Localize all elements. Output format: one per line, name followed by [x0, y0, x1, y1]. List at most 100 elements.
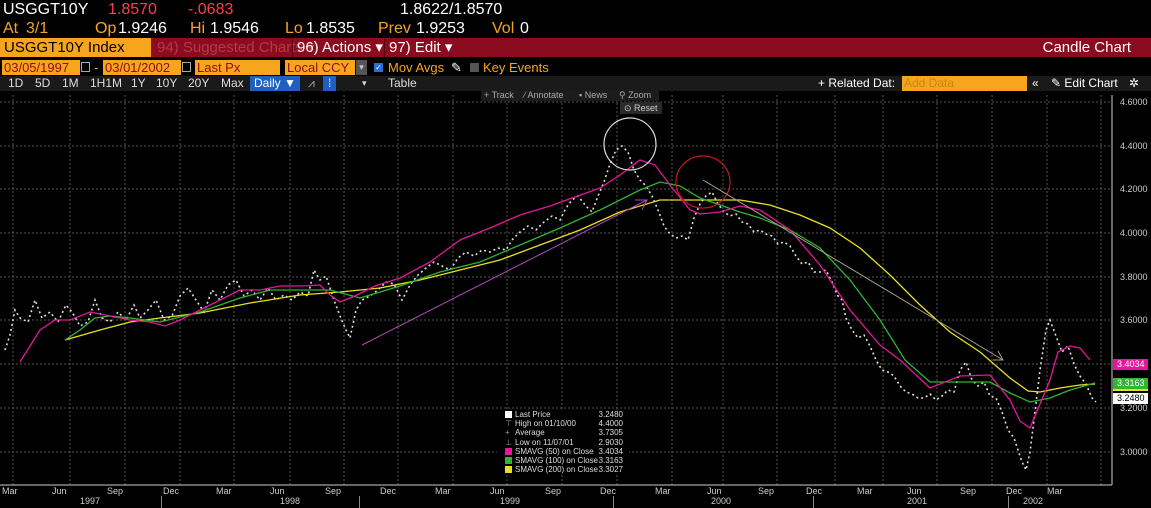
annotate-button[interactable]: ⁄ Annotate	[524, 90, 564, 100]
x-year: 1997	[80, 496, 101, 506]
x-tick: Mar	[216, 486, 232, 496]
annotation-circle-red	[675, 155, 731, 209]
range-20y[interactable]: 20Y	[188, 76, 210, 90]
range-1h1m[interactable]: 1H1M	[90, 76, 123, 90]
quote-header: USGGT10Y 1.8570 -.0683 1.8622/1.8570	[0, 0, 1151, 19]
vol-label: Vol	[492, 20, 515, 37]
calendar-icon[interactable]	[81, 62, 90, 72]
low-label: Lo	[285, 20, 303, 37]
start-date-input[interactable]: 03/05/1997	[2, 60, 80, 75]
low-value: 1.8535	[306, 20, 355, 37]
annotation-circle-white	[603, 117, 657, 171]
ticker: USGGT10Y	[3, 1, 89, 18]
candle-chart-icon[interactable]: ⁞	[323, 76, 337, 91]
currency-dropdown-icon[interactable]: ▾	[356, 60, 367, 75]
high-label: Hi	[190, 20, 206, 37]
chart-type-title: Candle Chart	[1042, 39, 1131, 56]
x-year: 2000	[711, 496, 732, 506]
y-tick: 4.2000	[1120, 184, 1148, 194]
legend-item: ⊥ Low on 11/07/01 2.9030	[505, 437, 623, 447]
end-date-input[interactable]: 03/01/2002	[103, 60, 181, 75]
high-marker-icon: ⊤	[505, 419, 512, 429]
calendar-icon[interactable]	[182, 62, 191, 72]
field-select[interactable]: Last Px	[195, 60, 280, 75]
x-tick: Jun	[490, 486, 505, 496]
x-tick: Dec	[380, 486, 397, 496]
x-tick: Mar	[2, 486, 18, 496]
range-max[interactable]: Max	[221, 76, 244, 90]
mov-avgs-checkbox[interactable]: ✓	[374, 63, 383, 72]
chart-controls: 03/05/1997 - 03/01/2002 Last Px Local CC…	[0, 60, 1151, 75]
add-data-input[interactable]: Add Data	[902, 76, 1027, 91]
x-tick: Mar	[655, 486, 671, 496]
x-axis: Mar Jun Sep Dec Mar Jun Sep Dec Mar Jun …	[0, 477, 1112, 508]
edit-menu[interactable]: 97) Edit ▾	[384, 38, 456, 57]
security-field[interactable]: USGGT10Y Index	[0, 38, 151, 57]
annotation-arrow-up	[361, 199, 648, 346]
legend-item[interactable]: SMAVG (100) on Close 3.3163	[497, 456, 629, 465]
open-label: Op	[95, 20, 117, 37]
actions-menu[interactable]: 96) Actions ▾	[292, 38, 387, 57]
legend-swatch	[505, 447, 512, 455]
bid-ask: 1.8622/1.8570	[400, 1, 503, 18]
collapse-icon[interactable]: «	[1032, 76, 1039, 90]
currency-select[interactable]: Local CCY	[285, 60, 355, 75]
line-chart-icon[interactable]: ⩘	[308, 76, 315, 90]
x-year: 2001	[907, 496, 928, 506]
suggested-charts-menu[interactable]: 94) Suggested Charts ▾	[157, 39, 315, 56]
x-year: 1999	[500, 496, 521, 506]
pencil-icon[interactable]: ✎	[451, 60, 462, 75]
range-1d[interactable]: 1D	[8, 76, 24, 90]
chart-type-dropdown-icon[interactable]: ▾	[362, 78, 367, 88]
prev-label: Prev	[378, 20, 411, 37]
last-price-value-tag: 3.2480	[1113, 393, 1148, 404]
vol-value: 0	[520, 20, 529, 37]
x-tick: Jun	[270, 486, 285, 496]
related-data-label: + Related Dat:	[818, 76, 896, 90]
x-tick: Mar	[435, 486, 451, 496]
y-tick: 3.8000	[1120, 272, 1148, 282]
at-label: At	[3, 20, 19, 37]
annotation-arrow-down	[702, 179, 1004, 361]
news-button[interactable]: ▪ News	[579, 90, 608, 100]
y-tick: 4.6000	[1120, 97, 1148, 107]
reset-button[interactable]: ⊙ Reset	[620, 102, 662, 114]
edit-chart-button[interactable]: ✎ Edit Chart	[1051, 76, 1118, 90]
table-button[interactable]: Table	[388, 76, 417, 90]
x-tick: Dec	[163, 486, 180, 496]
legend-item[interactable]: SMAVG (50) on Close 3.4034	[497, 447, 629, 456]
last-price-series	[4, 144, 1097, 473]
legend-item: + Average 3.7305	[505, 428, 623, 438]
x-tick: Dec	[1006, 486, 1023, 496]
period-dropdown[interactable]: Daily ▼	[250, 76, 300, 91]
gear-icon[interactable]: ✲	[1129, 76, 1140, 90]
x-tick: Mar	[1047, 486, 1063, 496]
sma100-value-tag: 3.3163	[1113, 378, 1148, 391]
x-tick: Sep	[325, 486, 342, 496]
legend-item[interactable]: Last Price 3.2480	[497, 410, 629, 419]
price-chart[interactable]	[0, 91, 1151, 508]
y-tick: 4.4000	[1120, 141, 1148, 151]
date-dash: -	[94, 60, 99, 75]
x-tick: Jun	[52, 486, 67, 496]
sma100-line	[64, 181, 1096, 403]
sma50-value-tag: 3.4034	[1113, 359, 1148, 370]
range-1m[interactable]: 1M	[62, 76, 79, 90]
last-price: 1.8570	[108, 1, 157, 18]
y-tick: 3.0000	[1120, 447, 1148, 457]
zoom-button[interactable]: ⚲ Zoom	[619, 90, 652, 100]
legend-item: ⊤ High on 01/10/00 4.4000	[505, 419, 623, 429]
x-tick: Sep	[758, 486, 775, 496]
quote-stats: At 3/1 Op 1.9246 Hi 1.9546 Lo 1.8535 Pre…	[0, 19, 1151, 38]
key-events-label: Key Events	[483, 60, 549, 75]
range-5d[interactable]: 5D	[35, 76, 51, 90]
x-tick: Dec	[600, 486, 617, 496]
range-1y[interactable]: 1Y	[131, 76, 146, 90]
range-10y[interactable]: 10Y	[156, 76, 178, 90]
legend-item[interactable]: SMAVG (200) on Close 3.3027	[497, 465, 629, 474]
key-events-checkbox[interactable]	[470, 63, 479, 72]
low-marker-icon: ⊥	[505, 437, 512, 447]
track-button[interactable]: + Track	[484, 90, 514, 100]
legend-swatch	[505, 411, 512, 418]
y-tick: 3.2000	[1120, 403, 1148, 413]
